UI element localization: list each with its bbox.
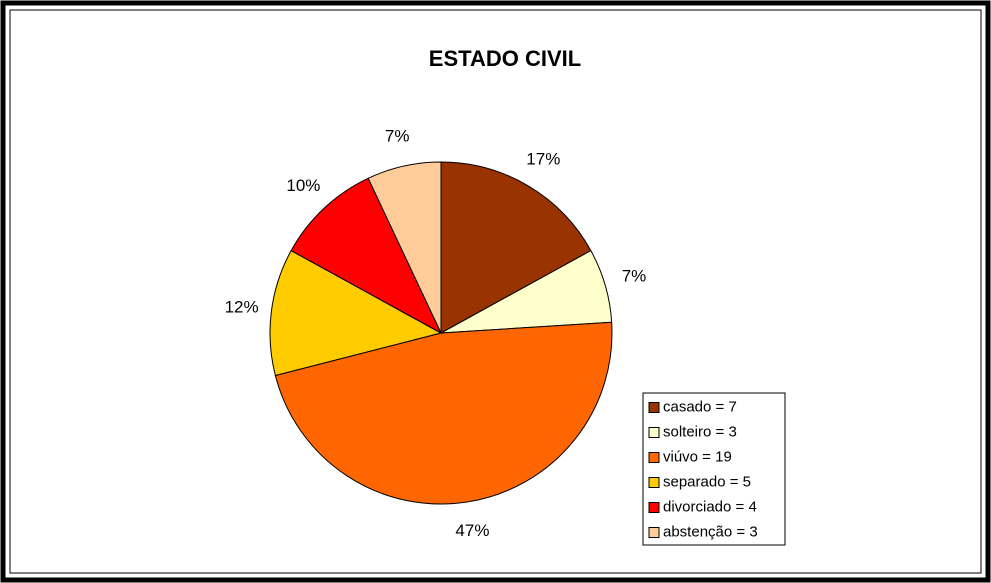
legend-swatch bbox=[648, 477, 660, 488]
pie-slice bbox=[269, 249, 443, 377]
pie-slice bbox=[440, 161, 592, 334]
legend-label: viúvo = 19 bbox=[663, 448, 732, 465]
legend-label: abstenção = 3 bbox=[663, 523, 758, 540]
legend-label: divorciado = 4 bbox=[663, 498, 757, 515]
pie-slice bbox=[290, 177, 443, 335]
data-label: 10% bbox=[286, 176, 320, 195]
legend-swatch bbox=[648, 527, 660, 538]
legend-swatch bbox=[648, 402, 660, 413]
inner-frame bbox=[9, 9, 982, 574]
legend-swatch bbox=[648, 452, 660, 463]
legend-label: solteiro = 3 bbox=[663, 423, 737, 440]
pie-slice bbox=[274, 321, 613, 505]
pie-slice bbox=[367, 161, 442, 334]
legend-swatch bbox=[648, 502, 660, 513]
legend-label: casado = 7 bbox=[663, 398, 737, 415]
data-label: 7% bbox=[385, 126, 410, 145]
legend-label: separado = 5 bbox=[663, 473, 751, 490]
data-label: 7% bbox=[622, 266, 647, 285]
data-label: 47% bbox=[455, 521, 489, 540]
legend-swatch bbox=[648, 427, 660, 438]
chart-title: ESTADO CIVIL bbox=[429, 46, 581, 71]
legend-box bbox=[642, 392, 786, 546]
data-label: 12% bbox=[225, 297, 259, 316]
data-label: 17% bbox=[526, 149, 560, 168]
